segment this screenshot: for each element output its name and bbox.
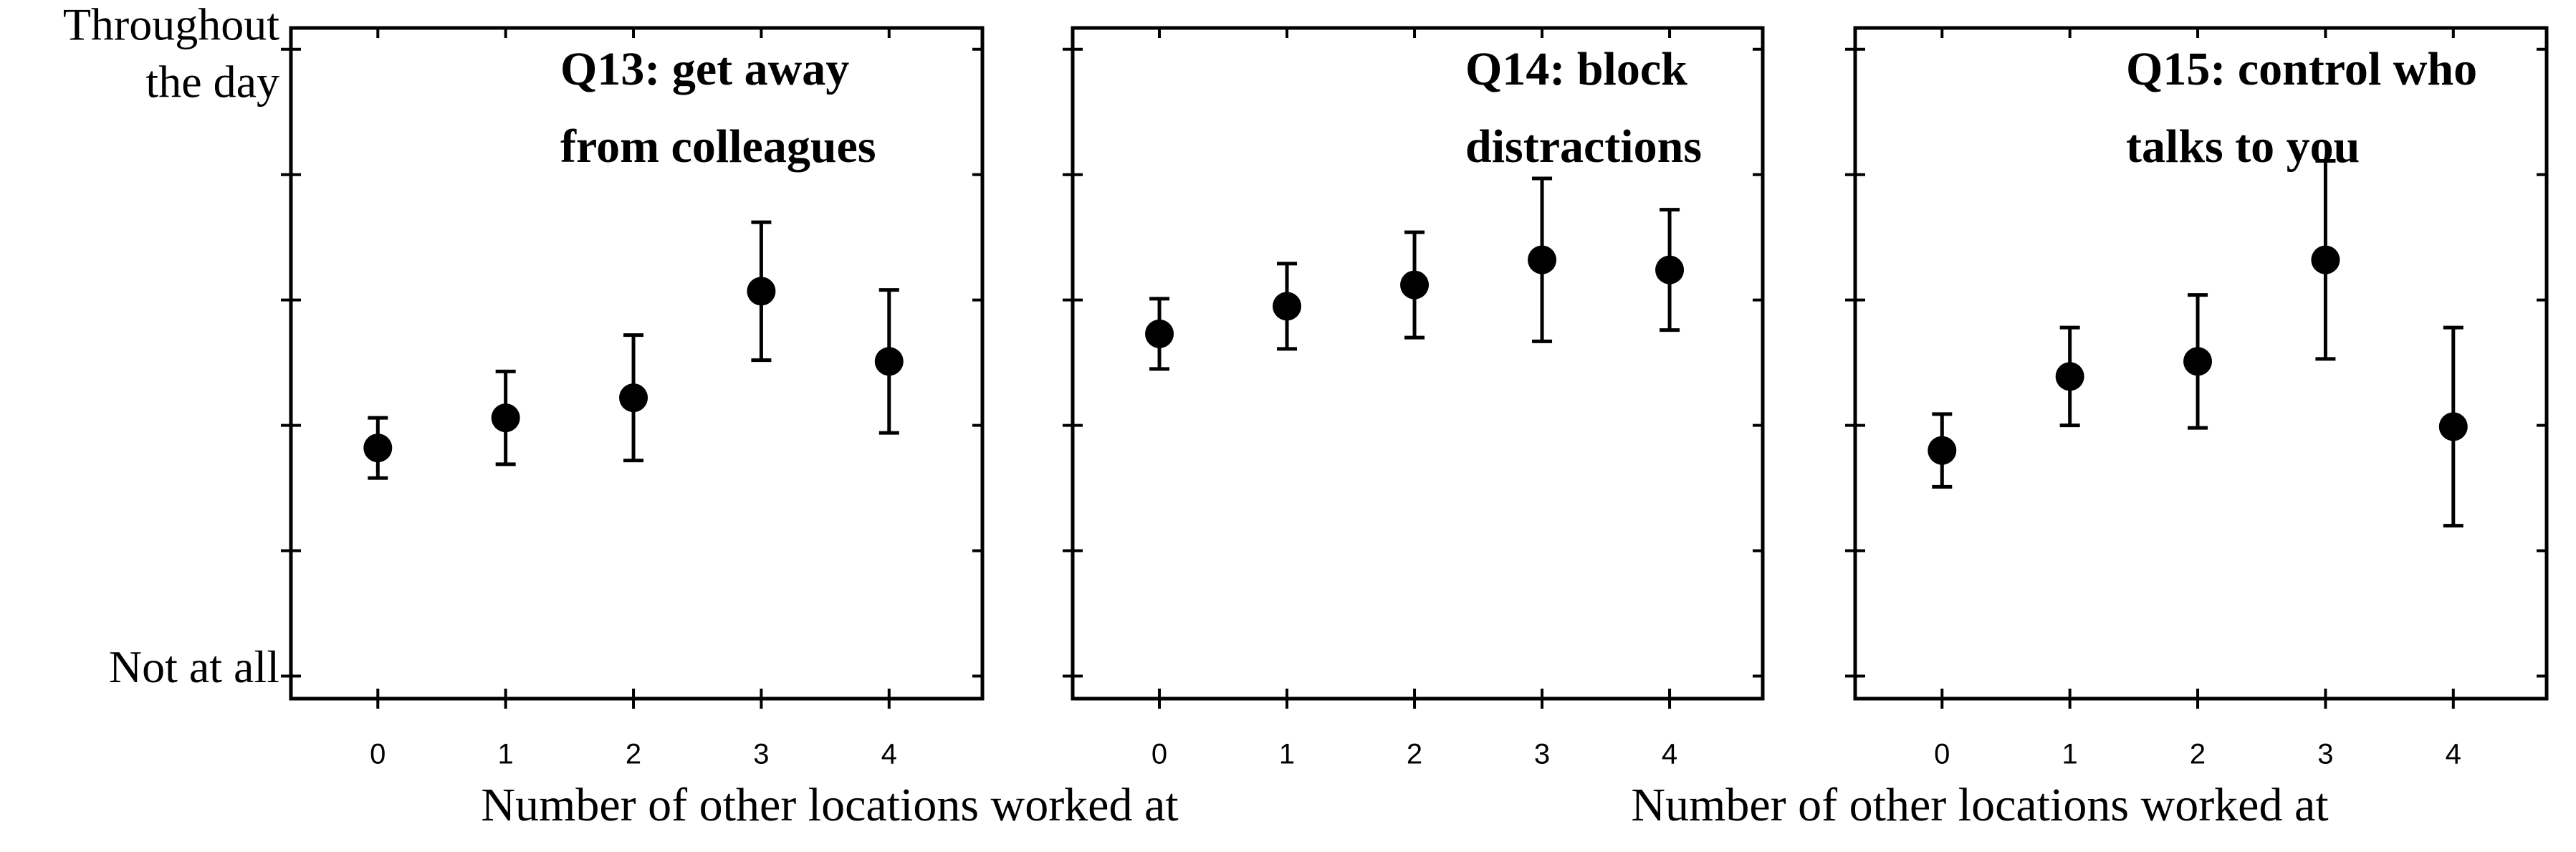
point xyxy=(747,277,776,306)
point xyxy=(2438,412,2468,441)
y-tick-label: the day xyxy=(145,56,279,107)
panel-title: talks to you xyxy=(2126,120,2360,173)
y-tick-label: Not at all xyxy=(109,641,279,692)
panel-title: distractions xyxy=(1465,120,1702,173)
plot-frame xyxy=(1853,26,2549,701)
point xyxy=(1928,436,1957,465)
panel-title: from colleagues xyxy=(560,120,876,173)
x-tick-label: 3 xyxy=(1534,739,1550,770)
y-tick-label: Throughout xyxy=(63,0,279,49)
point xyxy=(874,347,904,376)
point xyxy=(2311,245,2340,274)
x-axis-label: Number of other locations worked at xyxy=(481,779,1178,831)
point xyxy=(363,434,393,463)
x-tick-label: 2 xyxy=(2190,739,2206,770)
point xyxy=(491,403,520,433)
point xyxy=(1528,245,1557,274)
point xyxy=(1273,292,1302,321)
point xyxy=(1145,319,1174,348)
plot-frame xyxy=(1071,26,1765,701)
x-tick-label: 4 xyxy=(1662,739,1677,770)
point xyxy=(2055,362,2084,391)
point xyxy=(619,383,648,413)
x-tick-label: 4 xyxy=(2446,739,2461,770)
x-tick-label: 0 xyxy=(1151,739,1167,770)
x-tick-label: 4 xyxy=(881,739,897,770)
x-tick-label: 1 xyxy=(1279,739,1295,770)
x-tick-label: 1 xyxy=(498,739,514,770)
panel-title: Q15: control who xyxy=(2126,43,2477,95)
plot-frame xyxy=(289,26,985,701)
x-tick-label: 0 xyxy=(370,739,386,770)
x-tick-label: 2 xyxy=(626,739,641,770)
point xyxy=(1400,270,1430,300)
x-tick-label: 2 xyxy=(1407,739,1422,770)
x-tick-label: 1 xyxy=(2062,739,2078,770)
point xyxy=(2183,347,2213,376)
point xyxy=(1655,255,1685,284)
panel-title: Q13: get away xyxy=(560,43,849,95)
x-tick-label: 3 xyxy=(2317,739,2333,770)
x-tick-label: 3 xyxy=(753,739,769,770)
x-tick-label: 0 xyxy=(1934,739,1950,770)
x-axis-label: Number of other locations worked at xyxy=(1631,779,2328,831)
panel-title: Q14: block xyxy=(1465,43,1687,95)
